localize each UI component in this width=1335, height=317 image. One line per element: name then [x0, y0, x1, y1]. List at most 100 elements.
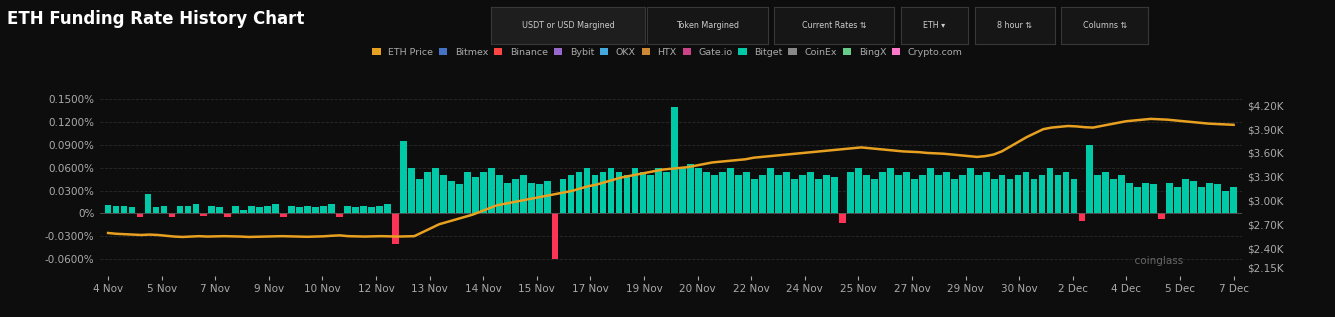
Bar	[696, 168, 702, 213]
Bar	[1175, 187, 1181, 213]
Bar	[1063, 171, 1069, 213]
Bar	[712, 175, 718, 213]
Bar	[655, 168, 662, 213]
Bar	[208, 206, 215, 213]
Bar	[120, 206, 127, 213]
Bar	[320, 206, 327, 213]
Bar	[184, 206, 191, 213]
Bar	[1023, 171, 1029, 213]
Bar	[768, 168, 774, 213]
Bar	[959, 175, 965, 213]
Bar	[918, 175, 925, 213]
Bar	[192, 204, 199, 213]
Text: Columns ⇅: Columns ⇅	[1083, 21, 1127, 30]
Bar	[543, 181, 550, 213]
Bar	[680, 168, 686, 213]
Bar	[1159, 213, 1165, 219]
Bar	[1223, 191, 1230, 213]
Bar	[760, 175, 766, 213]
Bar	[1207, 183, 1214, 213]
Bar	[967, 168, 973, 213]
Bar	[943, 171, 949, 213]
Text: USDT or USD Margined: USDT or USD Margined	[522, 21, 614, 30]
Bar	[449, 181, 455, 213]
Text: Token Margined: Token Margined	[676, 21, 740, 30]
Bar	[878, 171, 885, 213]
Bar	[983, 171, 989, 213]
Bar	[144, 194, 151, 213]
Bar	[886, 168, 893, 213]
Bar	[776, 175, 782, 213]
Bar	[1191, 181, 1197, 213]
Bar	[409, 168, 415, 213]
Bar	[152, 207, 159, 213]
Bar	[328, 204, 335, 213]
Bar	[1135, 187, 1141, 213]
Bar	[264, 206, 271, 213]
Bar	[1095, 175, 1101, 213]
Bar	[934, 175, 941, 213]
Bar	[623, 175, 630, 213]
Bar	[744, 171, 750, 213]
Bar	[296, 207, 303, 213]
Bar	[368, 207, 375, 213]
Bar	[1039, 175, 1045, 213]
Bar	[1151, 184, 1157, 213]
Bar	[136, 213, 143, 217]
Bar	[535, 184, 542, 213]
Bar	[728, 168, 734, 213]
Bar	[808, 171, 814, 213]
Bar	[1071, 179, 1077, 213]
Bar	[688, 164, 694, 213]
Bar	[471, 177, 479, 213]
Bar	[392, 213, 399, 244]
Bar	[1199, 187, 1206, 213]
Bar	[736, 175, 742, 213]
Bar	[344, 206, 351, 213]
Bar	[417, 179, 423, 213]
Bar	[792, 179, 798, 213]
Bar	[352, 207, 359, 213]
Legend: ETH Price, Bitmex, Binance, Bybit, OKX, HTX, Gate.io, Bitget, CoinEx, BingX, Cry: ETH Price, Bitmex, Binance, Bybit, OKX, …	[372, 48, 963, 56]
Bar	[551, 213, 558, 259]
Text: Current Rates ⇅: Current Rates ⇅	[802, 21, 866, 30]
Bar	[1167, 183, 1173, 213]
Bar	[256, 207, 263, 213]
Bar	[840, 213, 846, 223]
Bar	[639, 171, 646, 213]
Bar	[647, 175, 654, 213]
Bar	[591, 175, 598, 213]
Bar	[615, 171, 622, 213]
Bar	[463, 171, 471, 213]
Bar	[1047, 168, 1053, 213]
Bar	[902, 171, 909, 213]
Bar	[487, 168, 495, 213]
Bar	[160, 206, 167, 213]
Bar	[991, 179, 997, 213]
Bar	[168, 213, 175, 217]
Bar	[312, 207, 319, 213]
Bar	[433, 168, 439, 213]
Bar	[479, 171, 487, 213]
Bar	[384, 204, 391, 213]
Bar	[441, 175, 447, 213]
Bar	[527, 183, 534, 213]
Bar	[1015, 175, 1021, 213]
Bar	[1055, 175, 1061, 213]
Bar	[104, 205, 112, 213]
Bar	[304, 206, 311, 213]
Bar	[216, 207, 223, 213]
Bar	[288, 206, 295, 213]
Bar	[376, 206, 383, 213]
Bar	[862, 175, 870, 213]
Bar	[224, 213, 231, 217]
Text: 8 hour ⇅: 8 hour ⇅	[997, 21, 1032, 30]
Bar	[425, 171, 431, 213]
Bar	[272, 204, 279, 213]
Bar	[176, 206, 183, 213]
Bar	[854, 168, 862, 213]
Bar	[704, 171, 710, 213]
Bar	[1215, 184, 1222, 213]
Bar	[894, 175, 901, 213]
Bar	[1127, 183, 1133, 213]
